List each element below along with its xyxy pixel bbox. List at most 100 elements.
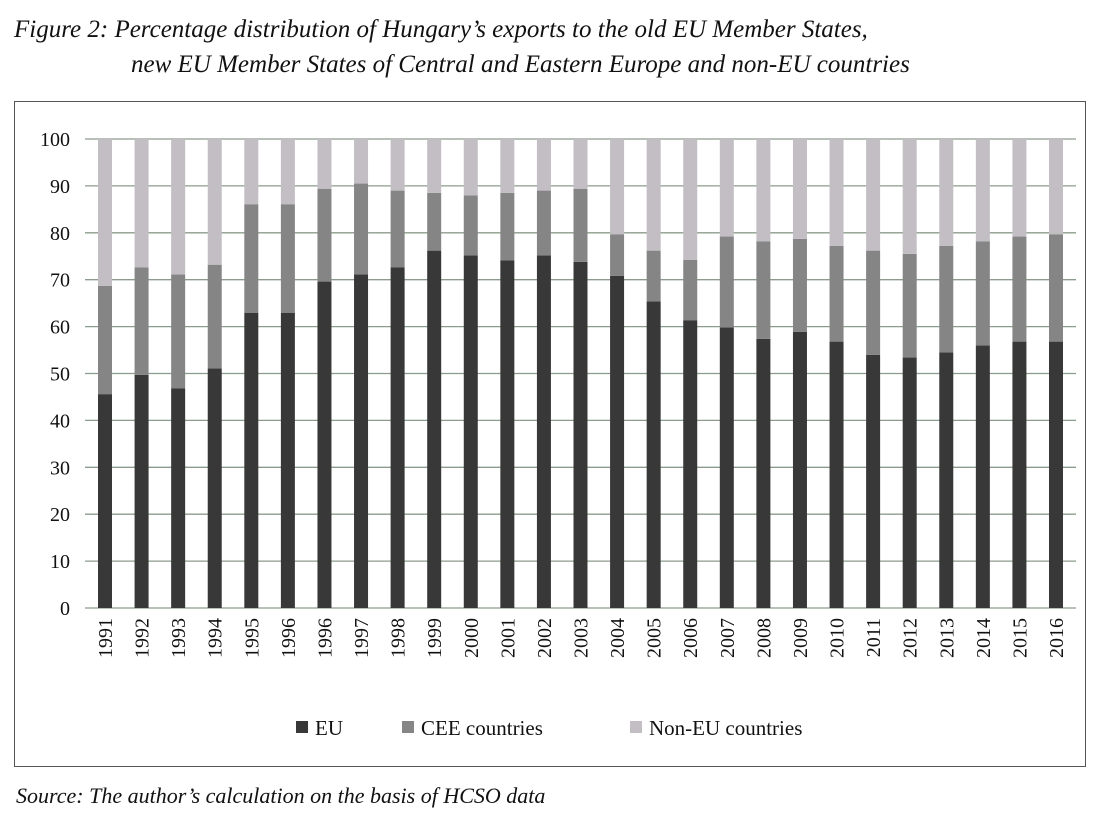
bar-segment-cee-countries [427, 192, 442, 251]
bar-segment-cee-countries [536, 190, 551, 256]
bar-segment-eu [866, 354, 881, 608]
bar-segment-non-eu-countries [1012, 139, 1027, 237]
legend-item: Non-EU countries [630, 716, 802, 740]
bar-segment-non-eu-countries [829, 139, 844, 246]
bar-segment-cee-countries [354, 183, 369, 275]
bar-segment-eu [390, 267, 405, 608]
x-tick-label: 2002 [534, 618, 556, 658]
bar-segment-non-eu-countries [1049, 139, 1063, 235]
bar-segment-cee-countries [207, 264, 222, 369]
bar-stack [244, 139, 259, 608]
x-tick-label: 2014 [973, 618, 995, 658]
y-tick-label: 30 [50, 457, 70, 479]
bar-segment-non-eu-countries [463, 139, 478, 196]
bar-segment-non-eu-countries [939, 139, 954, 246]
bar-segment-eu [354, 274, 369, 608]
legend-label: Non-EU countries [649, 716, 802, 740]
bar-stack [390, 139, 405, 608]
bar-segment-eu [1049, 341, 1063, 608]
bar-stack [134, 139, 149, 608]
x-tick-label: 2000 [461, 618, 483, 658]
bar-stack [829, 139, 844, 608]
bar-segment-eu [610, 275, 625, 608]
bar-segment-eu [902, 357, 917, 608]
x-tick-label: 2013 [936, 618, 958, 658]
x-tick-label: 2012 [900, 618, 922, 658]
bar-segment-non-eu-countries [171, 139, 186, 275]
bar-segment-cee-countries [390, 190, 405, 268]
bar-segment-cee-countries [792, 238, 807, 332]
bar-segment-cee-countries [975, 241, 990, 346]
bar-segment-non-eu-countries [719, 139, 734, 237]
bar-stack [500, 139, 515, 608]
x-tick-label: 1997 [351, 618, 373, 658]
bar-segment-non-eu-countries [756, 139, 771, 242]
bar-segment-eu [207, 368, 222, 608]
legend-item: CEE countries [402, 716, 543, 740]
bar-segment-cee-countries [171, 274, 186, 389]
x-tick-label: 1994 [205, 618, 227, 658]
bar-segment-non-eu-countries [610, 139, 625, 235]
legend-item: EU [296, 716, 343, 740]
legend-label: CEE countries [421, 716, 543, 740]
bar-segment-eu [756, 338, 771, 608]
bar-segment-eu [683, 320, 698, 608]
bar-segment-eu [98, 394, 112, 608]
bar-segment-eu [427, 250, 442, 608]
x-tick-label: 2016 [1046, 618, 1068, 658]
bar-segment-cee-countries [134, 267, 149, 375]
bar-stack [280, 139, 295, 608]
bar-stack [536, 139, 551, 608]
bar-segment-eu [134, 374, 149, 608]
bar-segment-non-eu-countries [500, 139, 515, 193]
legend-swatch [630, 721, 642, 733]
bar-segment-cee-countries [646, 250, 661, 302]
bar-stack [939, 139, 954, 608]
y-tick-label: 70 [50, 270, 70, 292]
bar-segment-cee-countries [98, 285, 112, 395]
y-tick-label: 40 [50, 410, 70, 432]
x-tick-label: 2003 [571, 618, 593, 658]
bar-segment-non-eu-countries [902, 139, 917, 254]
x-tick-label: 1996 [314, 618, 336, 658]
bar-segment-cee-countries [756, 241, 771, 339]
x-tick-label: 1995 [241, 618, 263, 658]
bar-stack [1012, 139, 1027, 608]
legend-label: EU [315, 716, 343, 740]
bar-segment-cee-countries [1012, 236, 1027, 342]
bar-segment-eu [463, 255, 478, 608]
y-tick-label: 10 [50, 551, 70, 573]
x-tick-label: 2011 [863, 618, 885, 657]
bar-stack [610, 139, 625, 608]
x-tick-label: 2006 [680, 618, 702, 658]
x-tick-label: 1991 [95, 618, 117, 658]
bar-stack [683, 139, 698, 608]
bar-segment-eu [646, 301, 661, 608]
bar-segment-cee-countries [500, 192, 515, 261]
bar-stack [719, 139, 734, 608]
y-tick-label: 80 [50, 223, 70, 245]
bar-stack [1049, 139, 1063, 608]
bar-stack [354, 139, 369, 608]
y-tick-label: 20 [50, 504, 70, 526]
chart-frame [14, 101, 1086, 767]
bar-segment-non-eu-countries [244, 139, 259, 205]
bar-segment-non-eu-countries [646, 139, 661, 251]
bar-segment-non-eu-countries [536, 139, 551, 191]
bar-segment-non-eu-countries [792, 139, 807, 239]
bar-segment-non-eu-countries [427, 139, 442, 193]
bar-stack [317, 139, 332, 608]
x-tick-label: 1996 [278, 618, 300, 658]
legend-swatch [296, 721, 308, 733]
x-tick-label: 2009 [790, 618, 812, 658]
bar-segment-non-eu-countries [134, 139, 149, 268]
title-line-2: new EU Member States of Central and East… [131, 51, 910, 78]
title-line-1: Figure 2: Percentage distribution of Hun… [14, 16, 868, 43]
bar-stack [902, 139, 917, 608]
bar-segment-non-eu-countries [866, 139, 881, 251]
bar-segment-eu [573, 261, 588, 608]
bar-segment-cee-countries [573, 188, 588, 262]
bar-segment-eu [500, 260, 515, 608]
y-tick-label: 60 [50, 317, 70, 339]
x-tick-label: 1992 [132, 618, 154, 658]
